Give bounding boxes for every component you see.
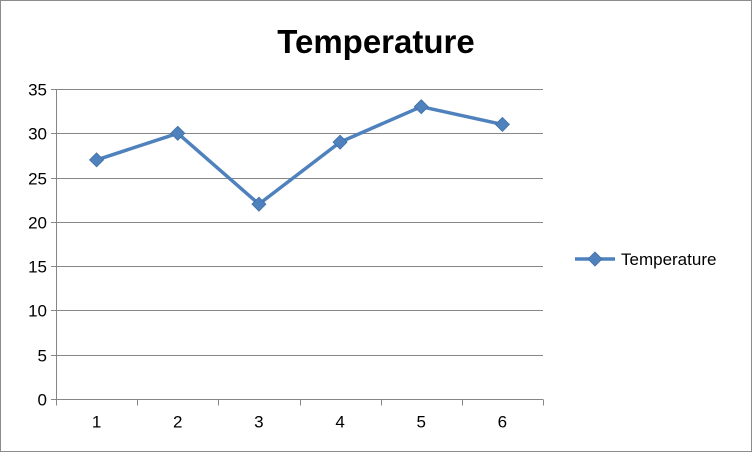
data-point-marker [251, 196, 267, 212]
y-tick-label: 30 [28, 125, 47, 144]
legend-marker [587, 251, 603, 267]
x-tick-label: 1 [92, 413, 101, 432]
x-tick-label: 2 [173, 413, 182, 432]
y-tick-label: 10 [28, 302, 47, 321]
data-point-marker [170, 125, 186, 141]
y-tick-label: 35 [28, 81, 47, 100]
data-point-marker [494, 116, 510, 132]
x-tick-label: 4 [335, 413, 344, 432]
x-tick-label: 3 [254, 413, 263, 432]
y-tick-label: 5 [38, 347, 47, 366]
series-layer [89, 99, 510, 212]
y-tick-label: 25 [28, 170, 47, 189]
legend: Temperature [575, 250, 716, 269]
gridlines [56, 89, 543, 356]
chart-title: Temperature [277, 23, 474, 60]
y-tick-label: 20 [28, 214, 47, 233]
x-tick-label: 5 [417, 413, 426, 432]
y-tick-label: 15 [28, 258, 47, 277]
series-line [96, 104, 503, 206]
y-tick-label: 0 [38, 391, 47, 410]
legend-label: Temperature [621, 250, 716, 269]
axes: 0 5 10 15 20 25 30 35 1 2 3 4 5 6 [28, 81, 544, 432]
data-point-marker [413, 99, 429, 115]
data-point-marker [89, 152, 105, 168]
data-point-marker [332, 134, 348, 150]
x-tick-label: 6 [498, 413, 507, 432]
